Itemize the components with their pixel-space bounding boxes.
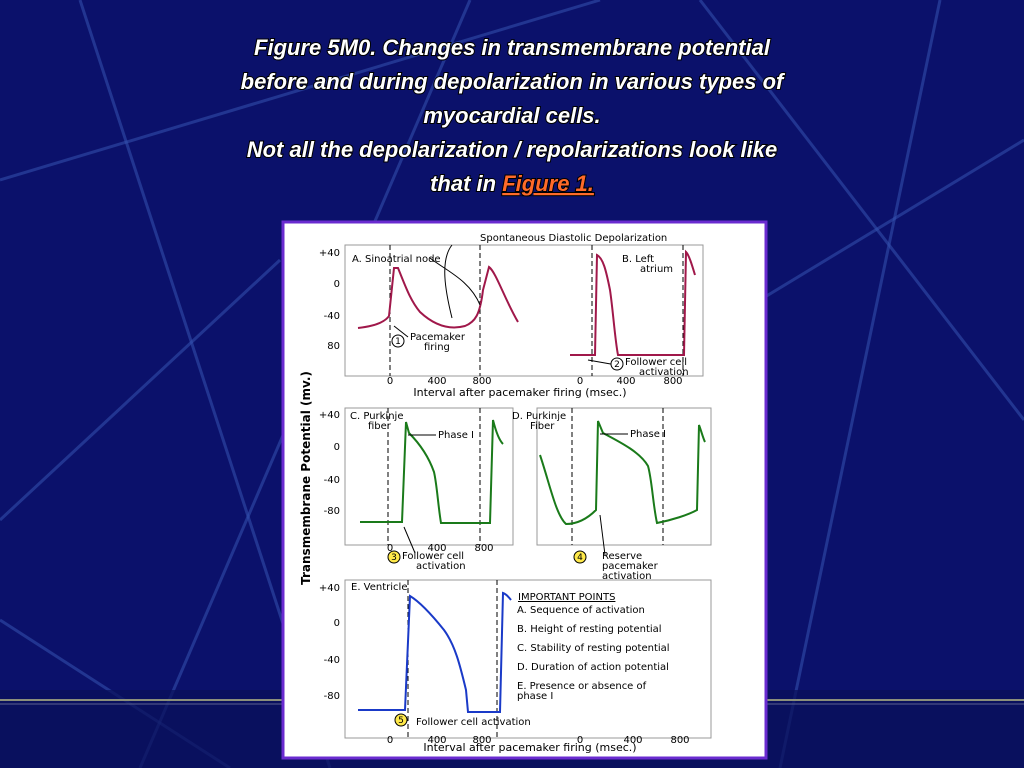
panel-note: Reserve [602,551,642,562]
important-title: IMPORTANT POINTS [518,592,615,603]
x-axis-label: Interval after pacemaker firing (msec.) [413,386,626,399]
step-marker [387,550,401,564]
y-tick-label: -40 [324,475,340,486]
panel-note: activation [602,571,652,582]
x-tick-label: 0 [387,543,393,554]
y-tick-label: +40 [319,583,340,594]
slide-title: Figure 5M0. Changes in transmembrane pot… [240,34,787,197]
annotation: Spontaneous Diastolic Depolarization [480,233,667,244]
y-tick-label: 0 [334,442,340,453]
figure: Spontaneous Diastolic Depolarization Tran… [299,233,712,754]
important-item: C. Stability of resting potential [517,643,670,654]
step-number: 2 [614,360,620,370]
step-number: 3 [391,553,397,563]
title-line: myocardial cells. [423,103,600,128]
title-line: Not all the depolarization / repolarizat… [247,137,778,162]
y-axis-label: Transmembrane Potential (mv.) [299,371,313,585]
step-marker [394,713,408,727]
y-tick-label: +40 [319,248,340,259]
x-tick-label: 400 [427,376,446,387]
x-tick-label: 0 [387,735,393,746]
figure-link[interactable]: Figure 1. [501,170,595,197]
y-tick-label: 80 [327,341,340,352]
panel-note: Pacemaker [410,332,466,343]
panel-note: Follower cell [402,551,464,562]
title-line: Figure 5M0. Changes in transmembrane pot… [254,35,771,60]
panel-label: C. Purkinje [350,411,403,422]
panel-note: Follower cell activation [416,717,531,728]
panel-label: fiber [368,421,392,432]
title-line: before and during depolarization in vari… [241,69,786,94]
y-tick-label: -40 [324,311,340,322]
step-marker [610,357,624,371]
phase-label: Phase I [630,429,666,440]
important-item: A. Sequence of activation [517,605,645,616]
panel-note: Follower cell [625,357,687,368]
x-axis-label: Interval after pacemaker firing (msec.) [423,741,636,754]
step-number: 1 [395,337,401,347]
y-tick-label: +40 [319,410,340,421]
y-tick-label: -80 [324,506,340,517]
panel-label: E. Ventricle [351,582,407,593]
y-tick-label: -80 [324,691,340,702]
panel-note: activation [416,561,466,572]
x-tick-label: 800 [472,735,491,746]
title-line: that in Figure 1. [430,171,594,196]
x-tick-label: 0 [577,376,583,387]
x-tick-label: 400 [623,735,642,746]
x-tick-label: 0 [577,735,583,746]
panel-note: activation [639,367,689,378]
x-tick-label: 400 [427,735,446,746]
panel-note: firing [424,342,450,353]
panel-label: Fiber [530,421,555,432]
phase-label: Phase I [438,430,474,441]
important-item: D. Duration of action potential [517,662,669,673]
step-number: 4 [577,553,583,563]
x-tick-label: 400 [616,376,635,387]
title-text: that in [430,171,502,196]
step-marker [391,334,405,348]
panel-label: B. Left [622,254,654,265]
x-tick-label: 800 [474,543,493,554]
step-marker [573,550,587,564]
x-tick-label: 0 [387,376,393,387]
step-number: 5 [398,716,404,726]
panel-label: atrium [640,264,673,275]
panel-label: A. Sinoatrial node [352,254,441,265]
x-tick-label: 800 [670,735,689,746]
x-tick-label: 800 [663,376,682,387]
important-item: B. Height of resting potential [517,624,662,635]
x-tick-label: 400 [427,543,446,554]
important-item: phase I [517,691,553,702]
important-item: E. Presence or absence of [517,681,647,692]
figure-frame [281,220,768,760]
panel-label: D. Purkinje [512,411,566,422]
panel-note: pacemaker [602,561,659,572]
y-tick-label: 0 [334,279,340,290]
x-tick-label: 800 [472,376,491,387]
y-tick-label: 0 [334,618,340,629]
y-tick-label: -40 [324,655,340,666]
